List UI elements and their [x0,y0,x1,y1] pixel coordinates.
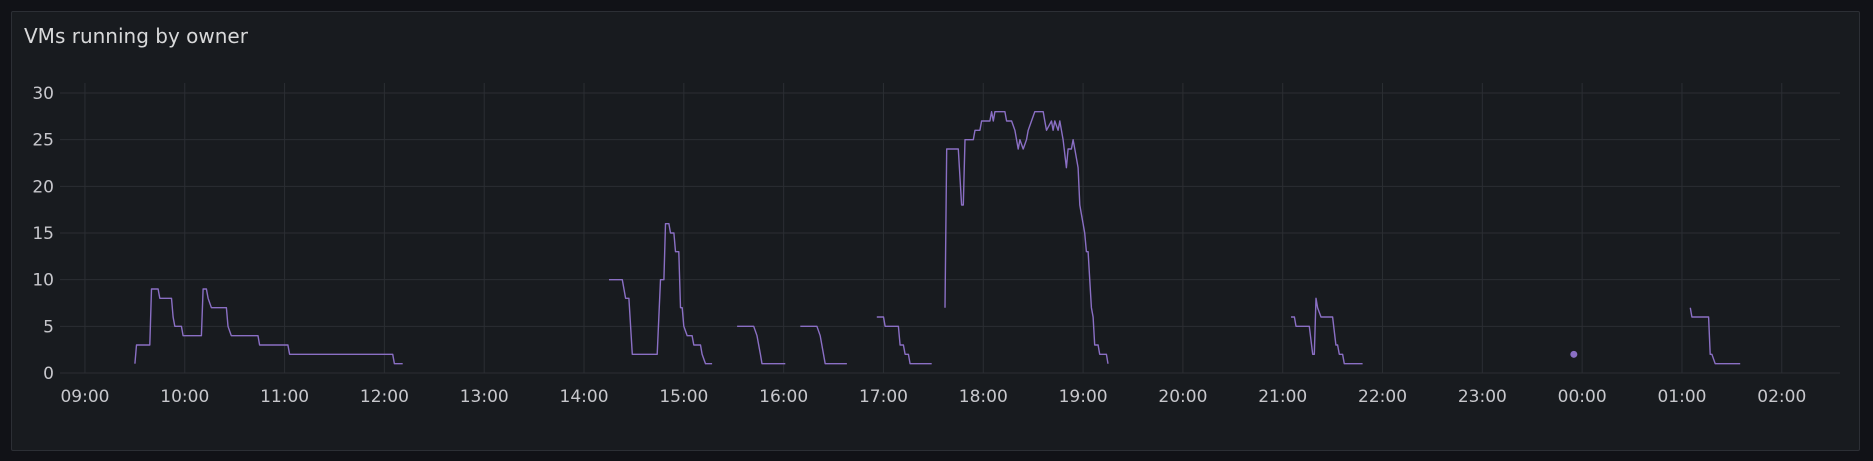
x-tick-label: 15:00 [659,387,708,407]
y-tick-label: 30 [32,84,54,104]
y-tick-label: 25 [32,131,54,151]
series-line [737,325,786,365]
x-tick-label: 00:00 [1558,387,1607,407]
y-axis: 0 5 10 15 20 25 30 [32,84,54,384]
x-tick-label: 12:00 [360,387,409,407]
x-tick-label: 09:00 [60,387,109,407]
y-tick-label: 15 [32,224,54,244]
chart-panel: VMs running by owner [11,11,1860,451]
x-tick-label: 21:00 [1258,387,1307,407]
x-tick-label: 20:00 [1158,387,1207,407]
series-line [1689,307,1741,365]
y-tick-label: 20 [32,177,54,197]
x-tick-label: 11:00 [260,387,309,407]
y-tick-label: 5 [43,317,54,337]
x-tick-label: 10:00 [160,387,209,407]
x-tick-label: 22:00 [1358,387,1407,407]
x-tick-label: 14:00 [560,387,609,407]
x-tick-label: 16:00 [759,387,808,407]
x-tick-label: 19:00 [1059,387,1108,407]
x-tick-label: 01:00 [1657,387,1706,407]
panel-title[interactable]: VMs running by owner [24,24,248,48]
series-line [609,222,713,365]
y-tick-label: 0 [43,364,54,384]
series-line [944,110,1109,364]
series-point [1570,350,1578,358]
series-line [134,288,403,365]
x-tick-label: 23:00 [1458,387,1507,407]
series-lines [134,110,1741,365]
x-tick-label: 17:00 [859,387,908,407]
series-line [1291,297,1363,365]
series-line [876,316,932,365]
x-tick-label: 13:00 [460,387,509,407]
x-tick-label: 18:00 [959,387,1008,407]
grid-lines [60,83,1840,374]
x-axis: 09:00 10:00 11:00 12:00 13:00 14:00 15:00 16:00… [60,387,1806,407]
y-tick-label: 10 [32,271,54,291]
series-line [800,325,847,365]
x-tick-label: 02:00 [1757,387,1806,407]
